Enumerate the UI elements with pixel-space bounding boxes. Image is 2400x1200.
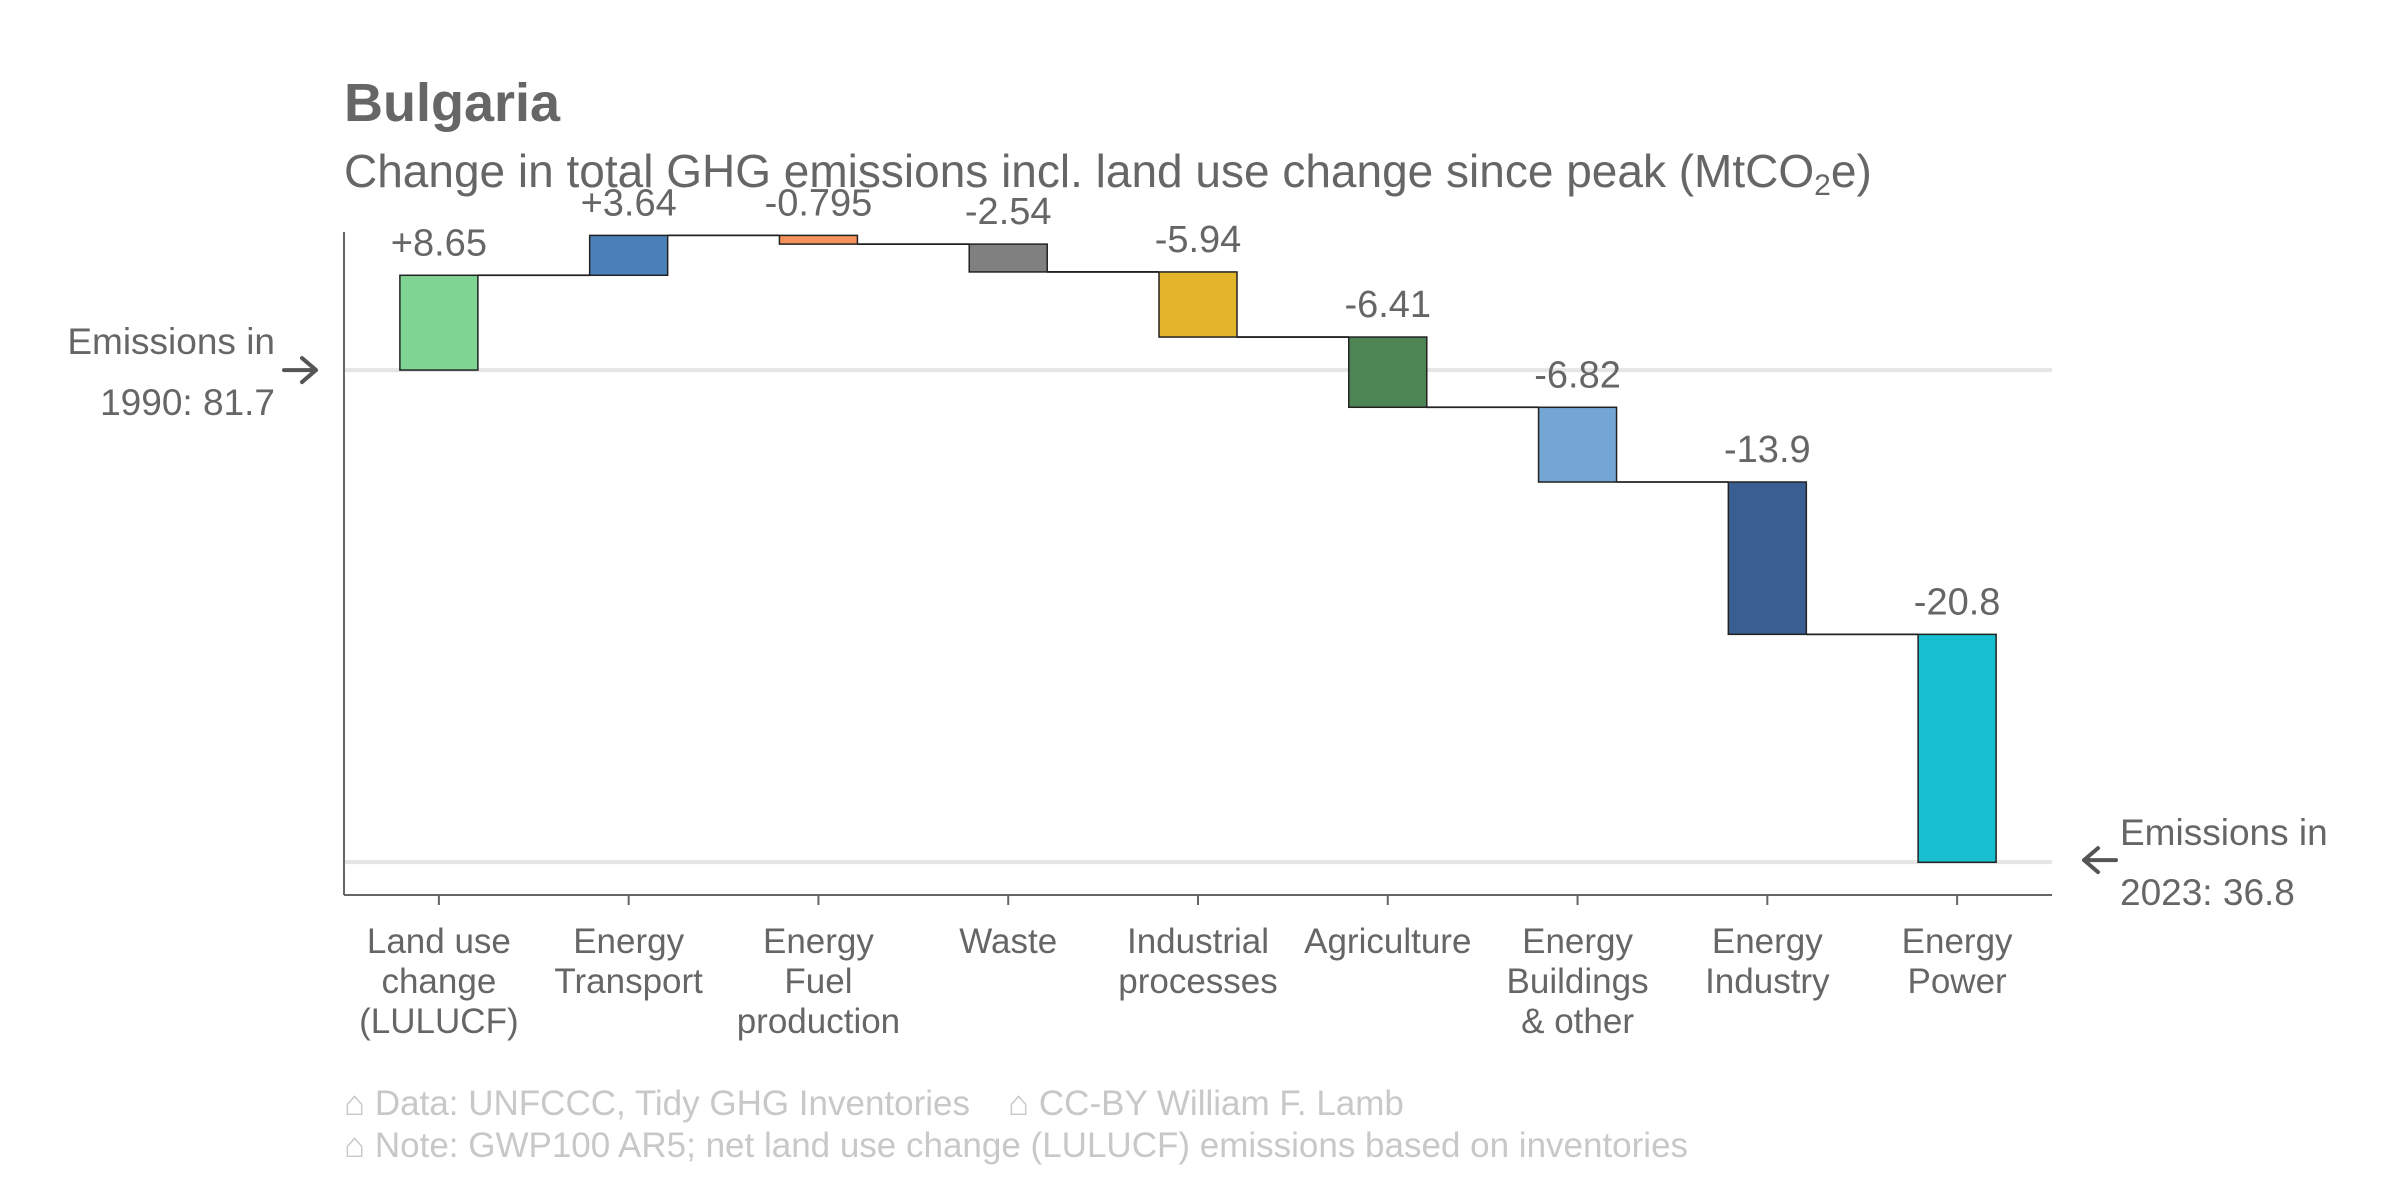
x-tick-label: Energy xyxy=(573,922,684,961)
subtitle-subscript: 2 xyxy=(1814,169,1831,202)
waterfall-bar xyxy=(588,234,669,277)
value-label: +8.65 xyxy=(391,222,487,264)
value-label: -13.9 xyxy=(1724,429,1811,471)
end-annotation-line1: Emissions in xyxy=(2120,812,2328,853)
waterfall-bar xyxy=(1158,271,1238,338)
value-label: -20.8 xyxy=(1914,581,2001,623)
waterfall-bar xyxy=(968,243,1048,273)
value-label: +3.64 xyxy=(581,182,677,224)
waterfall-bar xyxy=(778,234,859,245)
chart-title: Bulgaria xyxy=(344,73,561,133)
x-tick-label: Buildings xyxy=(1507,962,1649,1001)
start-annotation-line2: 1990: 81.7 xyxy=(100,382,275,423)
waterfall-bar xyxy=(1348,336,1428,409)
x-tick-label: (LULUCF) xyxy=(359,1002,518,1041)
waterfall-bar xyxy=(1727,481,1808,636)
x-tick-label: Energy xyxy=(1522,922,1633,961)
waterfall-bar xyxy=(1537,406,1618,483)
x-tick-label: Transport xyxy=(554,962,703,1001)
x-tick-label: Power xyxy=(1908,962,2008,1001)
x-tick-label: & other xyxy=(1521,1002,1634,1041)
value-label: -5.94 xyxy=(1155,219,1242,261)
x-tick-label: Energy xyxy=(1902,922,2013,961)
value-label: -0.795 xyxy=(765,182,873,224)
subtitle-suffix: e) xyxy=(1830,145,1872,197)
subtitle-text: Change in total GHG emissions incl. land… xyxy=(344,145,1815,197)
end-annotation-line2: 2023: 36.8 xyxy=(2120,872,2295,913)
x-tick-label: Energy xyxy=(763,922,874,961)
value-label: -2.54 xyxy=(965,191,1052,233)
value-label: -6.82 xyxy=(1534,354,1621,396)
x-tick-label: Industry xyxy=(1705,962,1830,1001)
x-tick-label: production xyxy=(737,1002,900,1041)
chart-subtitle: Change in total GHG emissions incl. land… xyxy=(344,144,1872,203)
x-tick-label: Waste xyxy=(959,922,1057,961)
footer-note: ⌂ Note: GWP100 AR5; net land use change … xyxy=(344,1126,1689,1165)
start-annotation-line1: Emissions in xyxy=(67,321,275,362)
x-tick-label: Land use xyxy=(367,922,511,961)
x-tick-label: Agriculture xyxy=(1304,922,1471,961)
end-arrow-icon xyxy=(2082,846,2118,875)
x-tick-label: Industrial xyxy=(1127,922,1269,961)
value-label: -6.41 xyxy=(1344,284,1431,326)
footer-license: ⌂ CC-BY William F. Lamb xyxy=(1008,1084,1404,1123)
footer-data-source: ⌂ Data: UNFCCC, Tidy GHG Inventories xyxy=(344,1084,971,1123)
x-tick-label: Energy xyxy=(1712,922,1823,961)
waterfall-bar xyxy=(399,274,479,371)
x-tick-label: change xyxy=(381,962,496,1001)
x-tick-label: Fuel xyxy=(784,962,852,1001)
start-arrow-icon xyxy=(282,356,318,385)
footer-sources: ⌂ Data: UNFCCC, Tidy GHG Inventories ⌂ CC… xyxy=(344,1084,1404,1124)
waterfall-bar xyxy=(1917,633,1997,864)
x-tick-label: processes xyxy=(1118,962,1278,1001)
